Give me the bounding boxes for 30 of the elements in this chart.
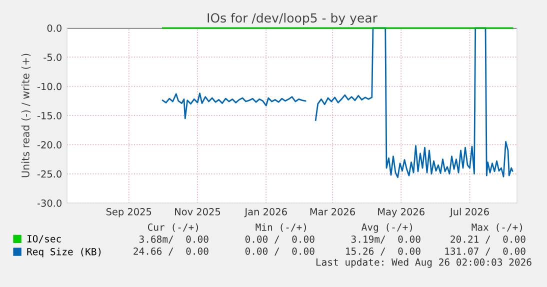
- y-axis-title: Units read (-) / write (+): [21, 54, 31, 178]
- text: 24.66 / 0.00: [134, 247, 208, 256]
- x-tick-label: Mar 2026: [310, 208, 355, 216]
- y-tick-label: -30.0: [37, 199, 62, 207]
- x-tick-label: Jul 2026: [449, 208, 489, 218]
- text: Cur (-/+): [148, 223, 198, 232]
- legend-label: Req Size (KB): [27, 248, 101, 258]
- x-tick-label: Sep 2025: [106, 208, 152, 218]
- text: Min (-/+): [256, 223, 306, 232]
- y-tick-label: -20.0: [37, 141, 62, 148]
- text: 20.21 / 0.00: [450, 235, 526, 244]
- text: 131.07 / 0.00: [445, 247, 526, 256]
- y-tick-label: -10.0: [37, 82, 62, 90]
- x-tick-label: May 2026: [378, 208, 424, 218]
- text: 0.00 / 0.00: [245, 247, 314, 256]
- x-tick-label: Nov 2025: [175, 208, 220, 216]
- text: 3.68m/ 0.00: [139, 235, 208, 244]
- text: Max (-/+): [472, 223, 522, 232]
- y-tick-label: 0.0: [47, 24, 62, 32]
- text: 15.26 / 0.00: [346, 247, 420, 256]
- text: 3.19m/ 0.00: [351, 235, 420, 244]
- text: Last update: Wed Aug 26 02:00:03 2026: [316, 258, 532, 268]
- legend-label: IO/sec: [27, 235, 61, 244]
- chart-title: IOs for /dev/loop5 - by year: [208, 12, 378, 26]
- text: Avg (-/+): [362, 223, 412, 233]
- y-tick-label: -15.0: [37, 112, 62, 120]
- y-tick-label: -5.0: [44, 54, 62, 61]
- x-tick-label: Jan 2026: [244, 208, 287, 218]
- text: 0.00 / 0.00: [245, 235, 314, 244]
- y-tick-label: -25.0: [37, 170, 62, 178]
